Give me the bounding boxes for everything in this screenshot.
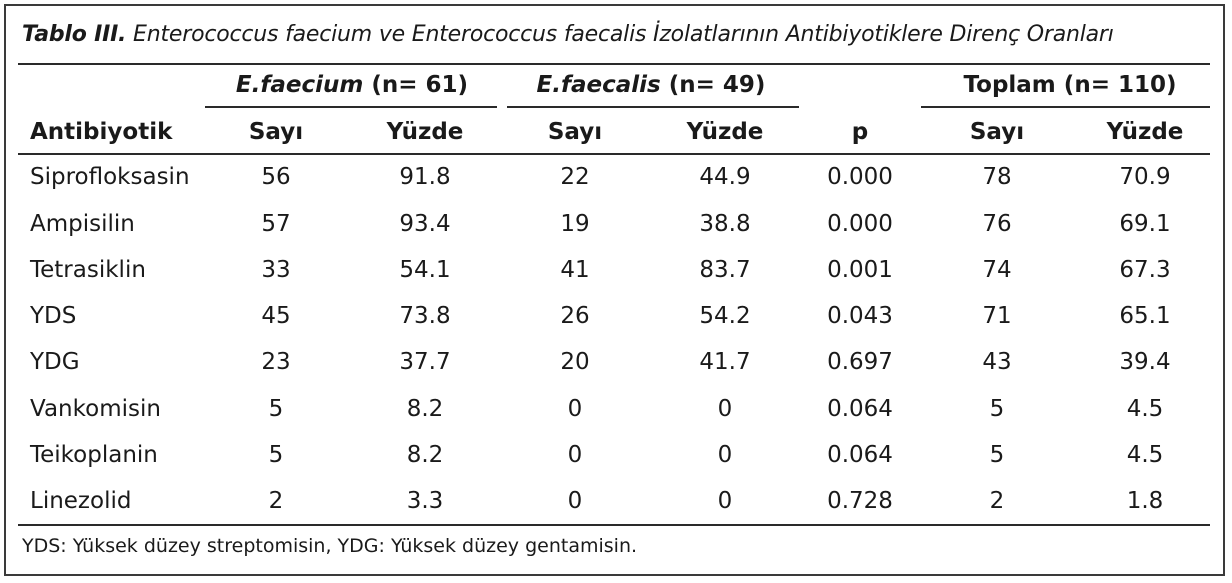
cell-value: 0.064	[827, 442, 893, 468]
cell-value: 26	[560, 303, 590, 329]
cell-value: 0.728	[827, 488, 893, 514]
cell-value: 4.5	[1126, 442, 1164, 468]
column-header-sayi: Sayı	[547, 119, 603, 145]
cell-antibiyotik: Siprofloksasin	[30, 164, 190, 190]
cell-value: 5	[268, 442, 284, 468]
cell-value: 74	[982, 257, 1012, 283]
cell-value: 41.7	[699, 349, 751, 375]
cell-value: 93.4	[399, 211, 451, 237]
cell-value: 2	[989, 488, 1005, 514]
cell-value: 41	[560, 257, 590, 283]
cell-value: 69.1	[1119, 211, 1171, 237]
cell-value: 43	[982, 349, 1012, 375]
table-title-text: Enterococcus faecium ve Enterococcus fae…	[133, 22, 1114, 47]
column-header-p: p	[851, 119, 869, 145]
cell-value: 0.043	[827, 303, 893, 329]
cell-value: 5	[989, 442, 1005, 468]
column-header-yuzde: Yüzde	[1106, 119, 1184, 145]
group-header-toplam: Toplam (n= 110)	[964, 70, 1177, 100]
bottom-rule	[18, 524, 1210, 526]
cell-antibiyotik: Ampisilin	[30, 211, 135, 237]
cell-value: 0.000	[827, 211, 893, 237]
cell-value: 0.064	[827, 396, 893, 422]
cell-value: 83.7	[699, 257, 751, 283]
cell-value: 39.4	[1119, 349, 1171, 375]
table-title-label: Tablo III.	[22, 22, 127, 47]
cell-antibiyotik: Teikoplanin	[30, 442, 158, 468]
column-header-yuzde: Yüzde	[386, 119, 464, 145]
cell-value: 0.001	[827, 257, 893, 283]
cell-value: 67.3	[1119, 257, 1171, 283]
cell-value: 5	[989, 396, 1005, 422]
cell-value: 73.8	[399, 303, 451, 329]
cell-value: 0	[717, 488, 733, 514]
cell-value: 91.8	[399, 164, 451, 190]
group-header-efaecium: E.faecium (n= 61)	[236, 70, 468, 100]
cell-value: 8.2	[406, 396, 444, 422]
cell-value: 20	[560, 349, 590, 375]
cell-value: 2	[268, 488, 284, 514]
top-rule	[18, 63, 1210, 65]
cell-value: 8.2	[406, 442, 444, 468]
column-header-antibiyotik: Antibiyotik	[30, 119, 173, 145]
group-rule-efaecalis	[507, 106, 799, 108]
cell-value: 38.8	[699, 211, 751, 237]
group-n: (n= 49)	[668, 72, 766, 98]
group-name: Toplam	[963, 72, 1056, 98]
cell-antibiyotik: YDS	[30, 303, 77, 329]
group-n: (n= 110)	[1063, 72, 1177, 98]
column-header-sayi: Sayı	[248, 119, 304, 145]
cell-value: 70.9	[1119, 164, 1171, 190]
cell-value: 65.1	[1119, 303, 1171, 329]
group-header-efaecalis: E.faecalis (n= 49)	[537, 70, 766, 100]
cell-value: 0	[567, 488, 583, 514]
cell-antibiyotik: Vankomisin	[30, 396, 161, 422]
cell-value: 0	[717, 396, 733, 422]
cell-antibiyotik: YDG	[30, 349, 80, 375]
cell-value: 4.5	[1126, 396, 1164, 422]
table-footnote: YDS: Yüksek düzey streptomisin, YDG: Yük…	[22, 535, 638, 557]
group-name: E.faecium	[235, 72, 364, 98]
group-rule-efaecium	[205, 106, 497, 108]
cell-value: 44.9	[699, 164, 751, 190]
cell-value: 54.1	[399, 257, 451, 283]
cell-value: 0	[567, 396, 583, 422]
group-n: (n= 61)	[371, 72, 469, 98]
cell-value: 22	[560, 164, 590, 190]
cell-value: 56	[261, 164, 291, 190]
cell-value: 45	[261, 303, 291, 329]
cell-antibiyotik: Linezolid	[30, 488, 132, 514]
table-frame	[4, 4, 1225, 576]
cell-value: 0	[717, 442, 733, 468]
cell-value: 23	[261, 349, 291, 375]
table-title: Tablo III. Enterococcus faecium ve Enter…	[22, 22, 1114, 47]
cell-value: 57	[261, 211, 291, 237]
cell-value: 5	[268, 396, 284, 422]
group-rule-toplam	[921, 106, 1210, 108]
column-header-sayi: Sayı	[969, 119, 1025, 145]
cell-value: 0	[567, 442, 583, 468]
column-header-yuzde: Yüzde	[686, 119, 764, 145]
header-rule	[18, 153, 1210, 155]
cell-value: 0.000	[827, 164, 893, 190]
cell-value: 37.7	[399, 349, 451, 375]
cell-value: 3.3	[406, 488, 444, 514]
cell-value: 1.8	[1126, 488, 1164, 514]
group-name: E.faecalis	[536, 72, 661, 98]
cell-antibiyotik: Tetrasiklin	[30, 257, 146, 283]
cell-value: 71	[982, 303, 1012, 329]
cell-value: 78	[982, 164, 1012, 190]
cell-value: 0.697	[827, 349, 893, 375]
cell-value: 76	[982, 211, 1012, 237]
cell-value: 19	[560, 211, 590, 237]
cell-value: 54.2	[699, 303, 751, 329]
cell-value: 33	[261, 257, 291, 283]
